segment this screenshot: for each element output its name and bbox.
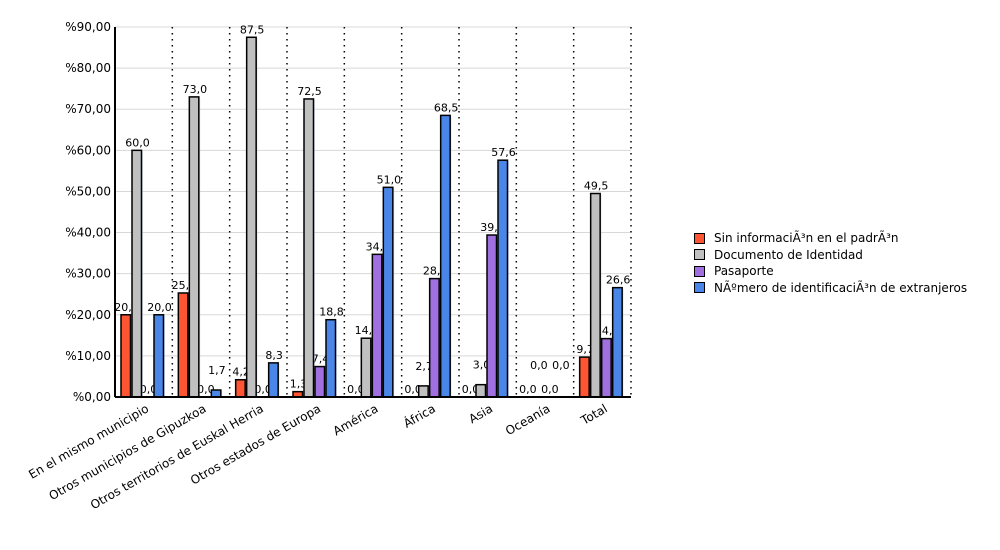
bar-3 [267,362,279,398]
bar-2 [486,234,498,398]
bar-1 [245,36,257,398]
bar-1 [360,337,372,398]
bar-3 [382,186,394,398]
bar-2 [371,253,383,398]
x-tick-label: América [331,401,381,438]
bar-0 [578,356,590,398]
y-tick-label: %20,00 [65,308,111,322]
data-label: 0,0 [404,383,422,396]
y-tick-label: %0,00 [73,390,111,404]
bar-2 [314,365,326,398]
data-label: 26,6 [606,274,631,287]
legend-item: NÃºmero de identificaciÃ³n de extranjero… [694,280,967,297]
bar-2 [428,277,440,398]
data-label: 0,0 [254,383,272,396]
y-tick-label: %90,00 [65,20,111,34]
bar-3 [611,286,623,398]
data-label: 0,0 [347,383,365,396]
data-label: 1,7 [208,364,226,377]
data-label: 0,0 [552,359,570,372]
bar-3 [153,314,165,398]
bar-3 [439,114,451,398]
bar-2 [600,337,612,398]
bar-0 [120,314,132,398]
data-label: 0,0 [462,383,480,396]
data-label: 51,0 [377,173,402,186]
legend-item: Documento de Identidad [694,247,967,264]
data-label: 72,5 [297,85,322,98]
x-tick-label: Asia [466,401,495,426]
x-tick-label: Oceanía [503,401,553,438]
legend-swatch [694,249,705,261]
y-tick-label: %50,00 [65,184,111,198]
bar-1 [475,383,487,398]
data-label: 57,6 [491,146,516,159]
data-label: 1,3 [290,378,308,391]
data-label: 0,0 [140,383,158,396]
x-tick-label: Total [578,401,610,428]
data-label: 7,4 [312,353,330,366]
bar-0 [234,378,246,398]
data-label: 0,0 [197,383,215,396]
bar-1 [303,98,315,398]
data-label: 49,5 [584,180,609,193]
data-label: 4,2 [232,366,250,379]
data-label: 73,0 [183,83,208,96]
legend: Sin informaciÃ³n en el padrÃ³n Documento … [694,230,967,296]
legend-swatch [694,282,705,294]
data-label: 2,7 [415,360,433,373]
legend-label: Pasaporte [714,264,774,279]
bar-3 [210,389,222,398]
bar-3 [497,159,509,398]
data-label: 9,7 [576,343,594,356]
data-label: 3,0 [473,359,491,372]
y-tick-label: %70,00 [65,102,111,116]
legend-swatch [694,232,705,244]
data-label: 0,0 [541,383,559,396]
legend-item: Sin informaciÃ³n en el padrÃ³n [694,230,967,247]
y-tick-label: %60,00 [65,143,111,157]
bar-1 [188,96,200,398]
bar-0 [177,292,189,398]
bar-3 [325,318,337,398]
bar-1 [589,192,601,398]
data-label: 20,0 [147,301,172,314]
legend-item: Pasaporte [694,263,967,280]
legend-swatch [694,265,705,277]
data-label: 68,5 [434,101,459,114]
y-tick-label: %40,00 [65,226,111,240]
data-label: 60,0 [125,136,150,149]
y-tick-label: %10,00 [65,349,111,363]
legend-label: NÃºmero de identificaciÃ³n de extranjero… [714,280,968,295]
data-label: 87,5 [240,23,265,36]
x-tick-label: África [401,401,438,431]
data-label: 8,3 [265,349,283,362]
data-label: 0,0 [530,359,548,372]
bar-1 [417,385,429,398]
y-tick-label: %80,00 [65,61,111,75]
bar-1 [131,149,143,398]
data-label: 18,8 [319,306,344,319]
legend-label: Documento de Identidad [714,247,863,262]
y-tick-label: %30,00 [65,267,111,281]
legend-label: Sin informaciÃ³n en el padrÃ³n [714,231,899,246]
data-label: 0,0 [519,383,537,396]
